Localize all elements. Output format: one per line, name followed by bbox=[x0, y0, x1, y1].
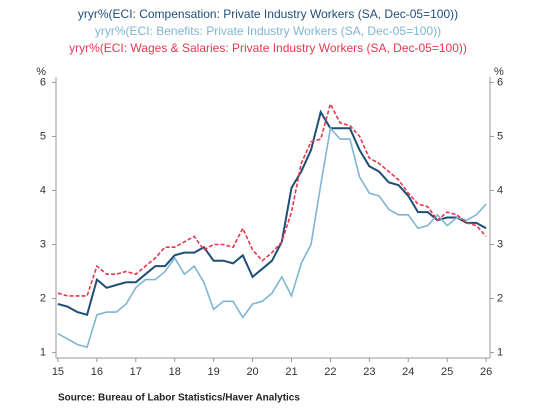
x-tick-label: 25 bbox=[441, 366, 453, 378]
y-tick-label: 4 bbox=[40, 184, 46, 196]
x-tick-label: 17 bbox=[130, 366, 142, 378]
y2-tick-label: 5 bbox=[497, 130, 503, 142]
y-tick-label: 2 bbox=[40, 292, 46, 304]
y2-axis-label: % bbox=[494, 66, 504, 78]
y-axis-label: % bbox=[36, 66, 46, 78]
x-tick-label: 21 bbox=[285, 366, 297, 378]
series-line bbox=[57, 101, 487, 297]
x-tick-label: 19 bbox=[208, 366, 220, 378]
x-tick-label: 26 bbox=[480, 366, 492, 378]
y-tick-label: 3 bbox=[40, 238, 46, 250]
x-tick-label: 16 bbox=[91, 366, 103, 378]
legend-entry: yryr%(ECI: Benefits: Private Industry Wo… bbox=[95, 24, 441, 38]
y-tick-label: 1 bbox=[40, 347, 46, 359]
x-tick-label: 15 bbox=[52, 366, 64, 378]
x-tick-label: 24 bbox=[402, 366, 414, 378]
legend-entry: yryr%(ECI: Compensation: Private Industr… bbox=[78, 7, 458, 21]
x-tick-label: 22 bbox=[324, 366, 336, 378]
series-line bbox=[57, 126, 487, 349]
y2-tick-label: 3 bbox=[497, 238, 503, 250]
x-tick-label: 20 bbox=[246, 366, 258, 378]
series-line bbox=[57, 109, 487, 317]
y2-tick-label: 1 bbox=[497, 347, 503, 359]
y2-tick-label: 6 bbox=[497, 76, 503, 88]
y-tick-label: 6 bbox=[40, 76, 46, 88]
source-note: Source: Bureau of Labor Statistics/Haver… bbox=[58, 393, 300, 404]
legend-entry: yryr%(ECI: Wages & Salaries: Private Ind… bbox=[69, 41, 467, 55]
y-tick-label: 5 bbox=[40, 130, 46, 142]
y2-tick-label: 2 bbox=[497, 292, 503, 304]
x-tick-label: 23 bbox=[363, 366, 375, 378]
y2-tick-label: 4 bbox=[497, 184, 503, 196]
x-tick-label: 18 bbox=[169, 366, 181, 378]
